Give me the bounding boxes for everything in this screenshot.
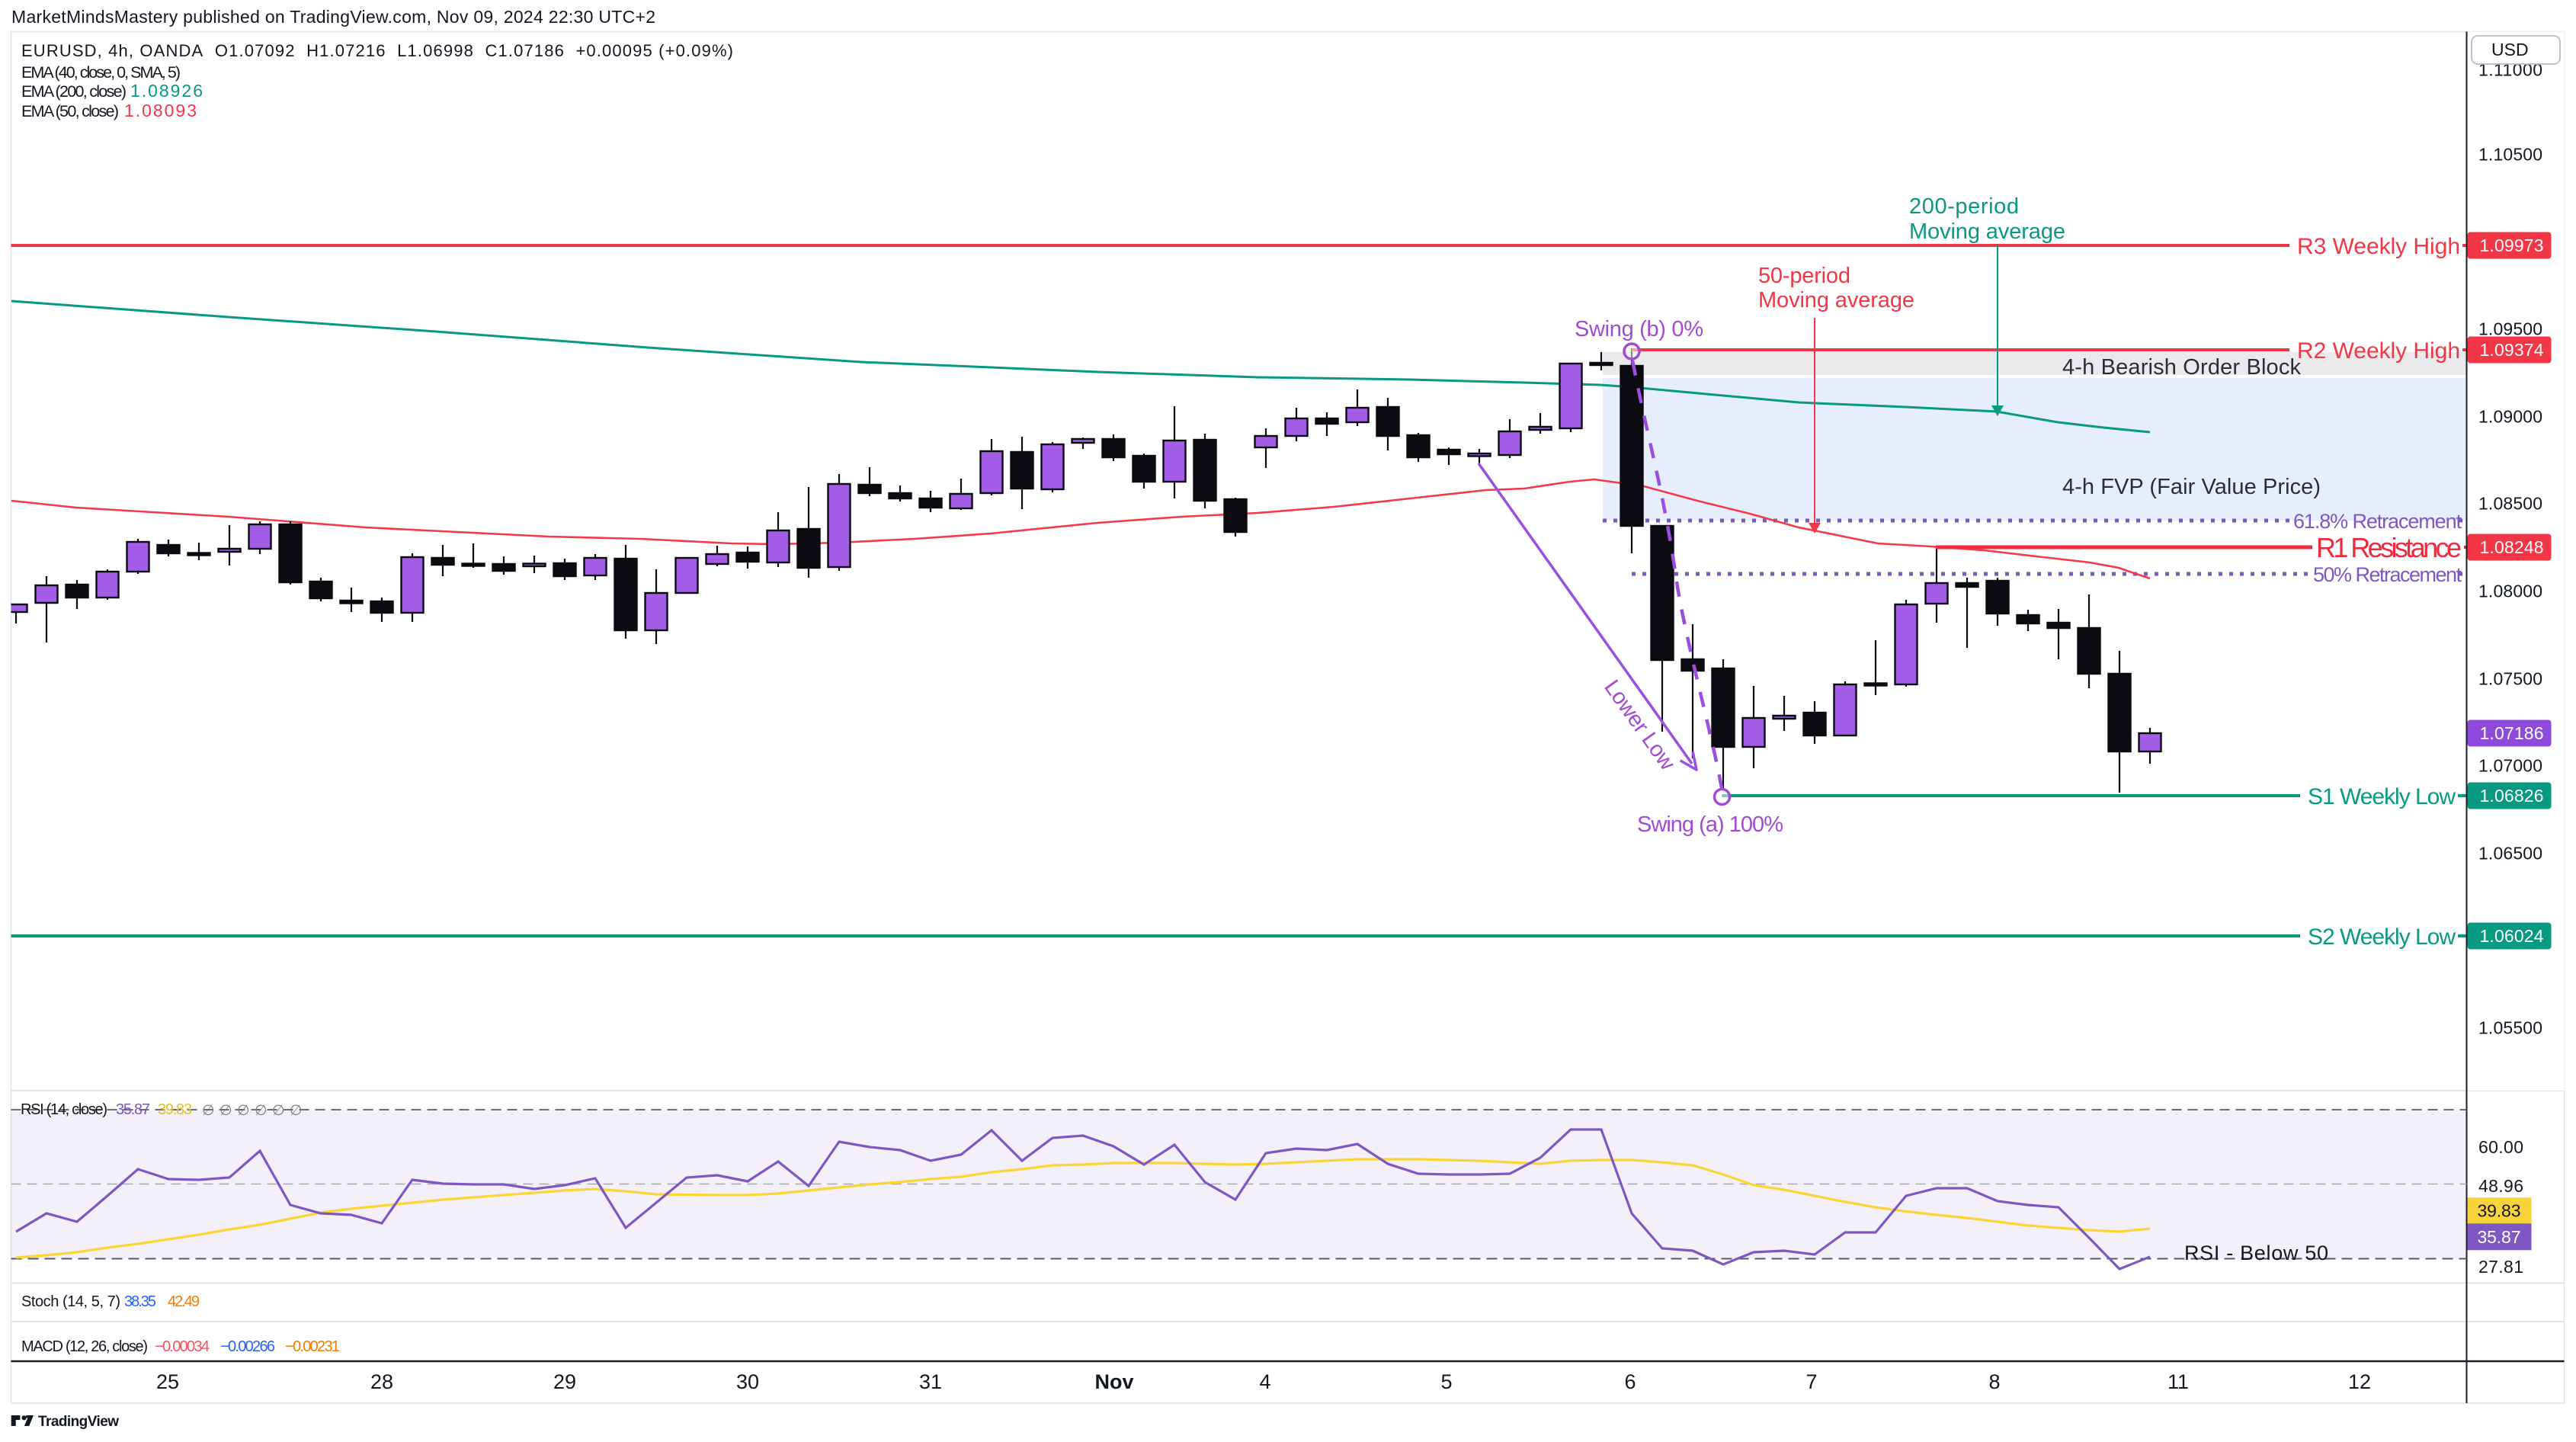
svg-text:38.35: 38.35	[124, 1293, 156, 1310]
svg-text:1.06826: 1.06826	[2480, 786, 2544, 806]
svg-text:5: 5	[1440, 1370, 1452, 1393]
svg-text:4-h FVP (Fair Value Price): 4-h FVP (Fair Value Price)	[2062, 475, 2321, 499]
svg-text:1.07000: 1.07000	[2478, 755, 2542, 775]
svg-text:28: 28	[370, 1370, 393, 1393]
svg-text:∅: ∅	[290, 1103, 303, 1119]
svg-text:11: 11	[2167, 1370, 2189, 1393]
svg-text:25: 25	[156, 1370, 179, 1393]
svg-text:MarketMindsMastery published o: MarketMindsMastery published on TradingV…	[11, 7, 655, 27]
svg-text:∅: ∅	[255, 1103, 268, 1119]
svg-text:∅: ∅	[202, 1103, 215, 1119]
svg-text:48.96: 48.96	[2478, 1176, 2523, 1196]
svg-text:1.08248: 1.08248	[2480, 537, 2544, 557]
svg-text:−0.00034: −0.00034	[155, 1338, 210, 1355]
svg-text:35.87: 35.87	[2478, 1227, 2521, 1247]
svg-text:60.00: 60.00	[2478, 1137, 2523, 1157]
svg-text:S2 Weekly Low: S2 Weekly Low	[2308, 924, 2456, 950]
svg-text:1.08000: 1.08000	[2478, 581, 2542, 601]
svg-text:1.09000: 1.09000	[2478, 406, 2542, 426]
svg-text:1.09374: 1.09374	[2480, 340, 2544, 360]
svg-text:61.8% Retracement: 61.8% Retracement	[2293, 510, 2462, 533]
svg-text:TradingView: TradingView	[38, 1414, 119, 1430]
svg-text:Moving average: Moving average	[1909, 220, 2065, 244]
svg-text:EMA (200, close): EMA (200, close)	[21, 82, 127, 101]
svg-text:RSI (14, close): RSI (14, close)	[21, 1101, 107, 1118]
svg-text:4-h Bearish Order Block: 4-h Bearish Order Block	[2062, 355, 2302, 380]
svg-text:RSI - Below 50: RSI - Below 50	[2184, 1242, 2328, 1264]
svg-text:12: 12	[2348, 1370, 2371, 1393]
svg-text:1.08926: 1.08926	[130, 81, 203, 101]
svg-text:1.06024: 1.06024	[2480, 926, 2544, 946]
svg-text:EMA (50, close): EMA (50, close)	[21, 102, 119, 120]
svg-text:1.08500: 1.08500	[2478, 493, 2542, 513]
svg-text:EMA (40, close, 0, SMA, 5): EMA (40, close, 0, SMA, 5)	[21, 63, 181, 82]
svg-text:29: 29	[553, 1370, 576, 1393]
svg-text:MACD (12, 26, close): MACD (12, 26, close)	[21, 1338, 148, 1355]
svg-text:Moving average: Moving average	[1758, 288, 1914, 312]
svg-text:4: 4	[1259, 1370, 1270, 1393]
svg-text:8: 8	[1988, 1370, 2000, 1393]
svg-text:Nov: Nov	[1094, 1370, 1133, 1393]
svg-text:−0.00266: −0.00266	[220, 1338, 275, 1355]
svg-text:R1 Resistance: R1 Resistance	[2316, 532, 2462, 563]
svg-text:Swing (a) 100%: Swing (a) 100%	[1637, 812, 1783, 837]
svg-text:39.83: 39.83	[2478, 1200, 2521, 1220]
svg-text:27.81: 27.81	[2478, 1257, 2523, 1277]
svg-text:Stoch (14, 5, 7): Stoch (14, 5, 7)	[21, 1293, 120, 1310]
svg-text:∅: ∅	[272, 1103, 285, 1119]
svg-text:1.08093: 1.08093	[124, 101, 197, 120]
svg-text:Swing (b) 0%: Swing (b) 0%	[1575, 317, 1703, 341]
svg-text:∅: ∅	[219, 1103, 232, 1119]
svg-text:50% Retracement: 50% Retracement	[2313, 563, 2462, 586]
svg-text:USD: USD	[2491, 40, 2529, 59]
svg-text:1.09973: 1.09973	[2480, 236, 2544, 255]
svg-text:−0.00231: −0.00231	[285, 1338, 340, 1355]
svg-text:6: 6	[1624, 1370, 1636, 1393]
svg-text:42.49: 42.49	[168, 1293, 200, 1310]
svg-text:200-period: 200-period	[1909, 194, 2019, 219]
svg-text:50-period: 50-period	[1758, 264, 1850, 288]
svg-text:1.07186: 1.07186	[2480, 723, 2544, 743]
svg-text:7: 7	[1805, 1370, 1817, 1393]
svg-text:R3 Weekly High: R3 Weekly High	[2297, 234, 2460, 259]
svg-text:1.06500: 1.06500	[2478, 843, 2542, 863]
svg-text:31: 31	[919, 1370, 942, 1393]
svg-text:1.07500: 1.07500	[2478, 668, 2542, 688]
svg-text:∅: ∅	[237, 1103, 250, 1119]
svg-text:1.05500: 1.05500	[2478, 1017, 2542, 1037]
svg-text:R2 Weekly High: R2 Weekly High	[2297, 338, 2460, 364]
svg-text:EURUSD, 4h, OANDA O1.07092 H: EURUSD, 4h, OANDA O1.07092 H1.07216 L1.0…	[21, 41, 733, 60]
svg-text:39.83: 39.83	[158, 1101, 192, 1118]
svg-text:30: 30	[736, 1370, 759, 1393]
svg-text:35.87: 35.87	[116, 1101, 150, 1118]
svg-text:1.10500: 1.10500	[2478, 144, 2542, 164]
svg-text:1.09500: 1.09500	[2478, 319, 2542, 338]
svg-text:S1 Weekly Low: S1 Weekly Low	[2308, 784, 2456, 809]
